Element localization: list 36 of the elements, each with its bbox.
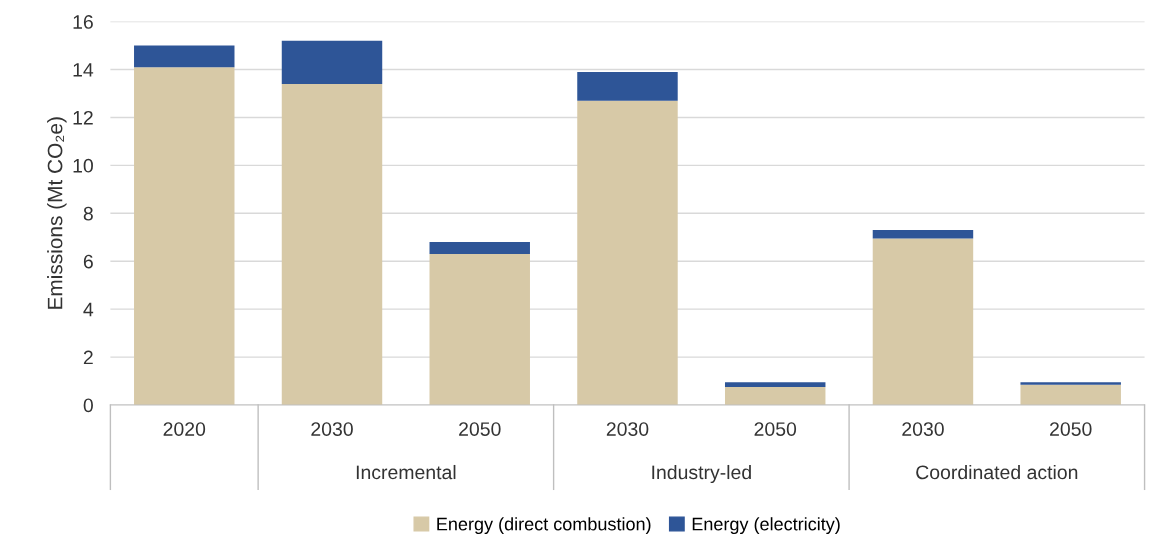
bar xyxy=(1020,382,1121,385)
y-tick-label: 6 xyxy=(83,254,93,269)
y-tick-label: 16 xyxy=(73,15,93,29)
bar xyxy=(577,100,678,405)
x-tick-label: 2050 xyxy=(459,422,501,436)
bar xyxy=(724,382,826,388)
text: Incremental xyxy=(356,464,456,480)
y-tick-label: 4 xyxy=(83,302,94,317)
x-tick-label: 2050 xyxy=(754,422,797,436)
bar xyxy=(872,238,974,405)
bar xyxy=(134,45,235,68)
bar xyxy=(577,71,678,101)
legend-label: Energy (electricity) xyxy=(692,517,840,535)
y-tick-label: 2 xyxy=(83,350,93,365)
x-tick-label: 2050 xyxy=(1050,422,1092,436)
y-tick-label: 12 xyxy=(73,110,93,125)
y-axis-title: Emissions (Mt CO₂e) xyxy=(47,117,67,309)
y-tick-label: 10 xyxy=(73,158,93,173)
bar xyxy=(1020,384,1121,405)
y-tick-label: 14 xyxy=(73,63,94,77)
bar xyxy=(429,242,530,255)
x-tick-label: 2030 xyxy=(902,422,944,436)
bar xyxy=(134,67,235,405)
x-tick-label: 2030 xyxy=(311,422,353,436)
text: Coordinated action xyxy=(916,464,1078,480)
y-tick-label: 8 xyxy=(83,206,93,221)
bar xyxy=(429,254,530,405)
y-tick-label: 0 xyxy=(83,398,93,413)
text: Industry-led xyxy=(652,464,751,484)
bar xyxy=(724,387,826,405)
bar xyxy=(281,83,383,405)
bar xyxy=(281,40,383,84)
legend-label: Energy (direct combustion) xyxy=(437,517,651,535)
x-tick-label: 2020 xyxy=(163,422,206,436)
x-tick-label: 2030 xyxy=(606,422,649,436)
bar xyxy=(872,230,974,239)
